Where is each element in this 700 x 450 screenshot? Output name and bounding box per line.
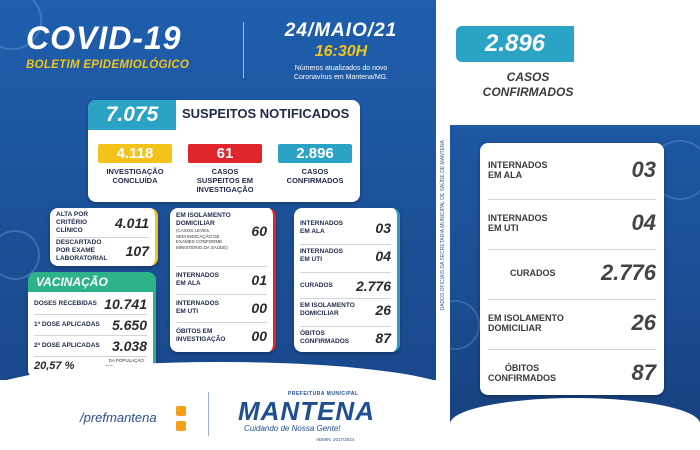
investigacao-uti-row: INTERNADOS EM UTI 00 <box>176 300 267 316</box>
right-curados-value: 2.776 <box>600 260 656 285</box>
confirmados-ala-value: 03 <box>375 220 391 236</box>
dose2-value: 3.038 <box>111 338 147 354</box>
brand-slogan: Cuidando de Nossa Gente! <box>244 424 341 433</box>
confirmados-curados-value: 2.776 <box>355 278 391 294</box>
dose1-row: 1ª DOSE APLICADAS 5.650 <box>34 317 147 333</box>
investigacao-obitos-row: ÓBITOS EM INVESTIGAÇÃO 00 <box>176 328 267 344</box>
virus-decoration-icon <box>450 300 480 350</box>
confirmados-small-card: INTERNADOS EM ALA 03 INTERNADOS EM UTI 0… <box>294 208 400 352</box>
right-ala-row: INTERNADOS EM ALA 03 <box>488 157 656 182</box>
investigacao-isolamento-value: 60 <box>251 223 267 239</box>
casos-suspeitos-label: CASOS SUSPEITOS EM INVESTIGAÇÃO <box>196 167 254 194</box>
right-caption: CASOS CONFIRMADOS <box>482 70 574 99</box>
footer <box>0 380 436 450</box>
dose1-value: 5.650 <box>111 317 147 333</box>
investigacao-concluida-label: INVESTIGAÇÃO CONCLUÍDA <box>106 167 164 185</box>
confirmados-isolamento-value: 26 <box>375 302 391 318</box>
right-card: INTERNADOS EM ALA 03 INTERNADOS EM UTI 0… <box>480 143 664 395</box>
right-uti-value: 04 <box>631 210 656 235</box>
casos-confirmados-value: 2.896 <box>278 144 352 163</box>
bulletin-time: 16:30H <box>314 43 368 60</box>
doses-recebidas-row: DOSES RECEBIDAS 10.741 <box>34 296 147 312</box>
right-obitos-value: 87 <box>631 360 656 385</box>
panel-gap <box>436 0 450 450</box>
investigacao-ala-row: INTERNADOS EM ALA 01 <box>176 272 267 288</box>
suspeitos-total: 7.075 <box>88 100 176 130</box>
right-isolamento-row: EM ISOLAMENTO DOMICILIAR 26 <box>488 310 656 335</box>
descartado-value: 107 <box>125 243 149 259</box>
right-total: 2.896 <box>456 26 574 62</box>
confirmados-obitos-row: ÓBITOS CONFIRMADOS 87 <box>300 330 391 346</box>
casos-suspeitos-value: 61 <box>188 144 262 163</box>
investigacao-uti-value: 00 <box>251 300 267 316</box>
bulletin-date: 24/MAIO/21 <box>284 20 398 41</box>
investigacao-obitos-value: 00 <box>251 328 267 344</box>
right-panel: 2.896 CASOS CONFIRMADOS INTERNADOS EM AL… <box>450 0 700 450</box>
left-panel: COVID-19 BOLETIM EPIDEMIOLÓGICO 24/MAIO/… <box>0 0 436 450</box>
right-top-area <box>450 0 700 125</box>
right-obitos-row: ÓBITOS CONFIRMADOS 87 <box>488 360 656 385</box>
right-isolamento-value: 26 <box>631 310 656 335</box>
title-block: COVID-19 BOLETIM EPIDEMIOLÓGICO <box>26 20 189 71</box>
confirmados-uti-row: INTERNADOS EM UTI 04 <box>300 248 391 264</box>
alta-value: 4.011 <box>115 215 149 231</box>
brand-small: PREFEITURA MUNICIPAL <box>288 391 359 397</box>
header-divider <box>243 22 244 78</box>
confirmados-ala-row: INTERNADOS EM ALA 03 <box>300 220 391 236</box>
doses-recebidas-value: 10.741 <box>104 296 147 312</box>
virus-decoration-icon <box>0 230 40 280</box>
confirmados-obitos-value: 87 <box>375 330 391 346</box>
suspeitos-card: 7.075 SUSPEITOS NOTIFICADOS 4.118 INVEST… <box>88 100 360 202</box>
confirmados-curados-row: CURADOS 2.776 <box>300 278 391 294</box>
alta-row: ALTA POR CRITÉRIO CLÍNICO 4.011 <box>56 211 149 234</box>
right-ala-value: 03 <box>631 157 656 182</box>
side-text: DADOS OFICIAIS DA SECRETARIA MUNICIPAL D… <box>440 139 446 311</box>
concluidos-card: ALTA POR CRITÉRIO CLÍNICO 4.011 DESCARTA… <box>50 208 158 266</box>
investigacao-card: EM ISOLAMENTO DOMICILIAR (CASOS LEVES, S… <box>170 208 276 352</box>
confirmados-uti-value: 04 <box>375 248 391 264</box>
suspeitos-label: SUSPEITOS NOTIFICADOS <box>182 106 350 121</box>
casos-confirmados-label: CASOS CONFIRMADOS <box>286 167 344 185</box>
dose2-row: 2ª DOSE APLICADAS 3.038 <box>34 338 147 354</box>
page-subtitle: BOLETIM EPIDEMIOLÓGICO <box>26 59 190 71</box>
facebook-icon[interactable] <box>176 421 186 431</box>
date-block: 24/MAIO/21 16:30H Números atualizados do… <box>252 20 430 82</box>
instagram-icon[interactable] <box>176 406 186 416</box>
right-footer <box>450 398 700 450</box>
page-title: COVID-19 <box>26 20 182 56</box>
brand-admin: ADMIN. 2017/2024 <box>316 437 355 442</box>
footer-divider <box>208 392 209 436</box>
investigacao-concluida-value: 4.118 <box>98 144 172 163</box>
right-uti-row: INTERNADOS EM UTI 04 <box>488 210 656 235</box>
investigacao-isolamento-row: EM ISOLAMENTO DOMICILIAR (CASOS LEVES, S… <box>176 212 267 250</box>
vacinacao-title: VACINAÇÃO <box>28 272 156 292</box>
social-handle[interactable]: /prefmantena <box>80 410 157 425</box>
vacinacao-card: DOSES RECEBIDAS 10.741 1ª DOSE APLICADAS… <box>28 292 156 378</box>
date-note: Números atualizados do novo Coronavírus … <box>293 65 389 81</box>
investigacao-ala-value: 01 <box>251 272 267 288</box>
brand-logo: MANTENA <box>238 396 375 426</box>
descartado-row: DESCARTADO POR EXAME LABORATORIAL 107 <box>56 239 149 262</box>
right-curados-row: CURADOS 2.776 <box>510 260 656 285</box>
confirmados-isolamento-row: EM ISOLAMENTO DOMICILIAR 26 <box>300 302 391 318</box>
